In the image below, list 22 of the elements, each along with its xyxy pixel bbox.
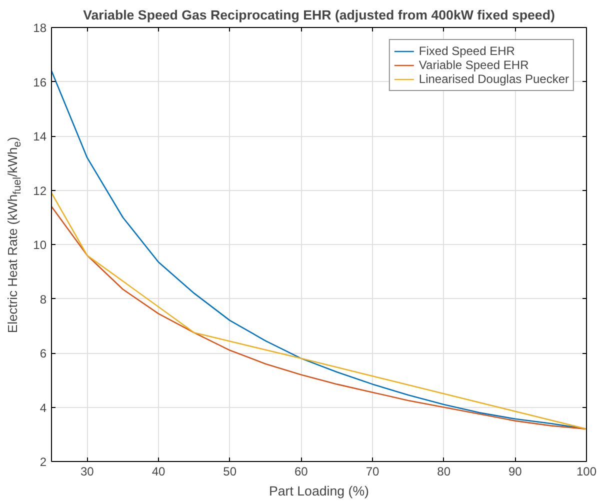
legend-label: Linearised Douglas Puecker — [418, 72, 569, 86]
y-tick-label: 18 — [33, 21, 47, 35]
x-tick-label: 60 — [294, 464, 308, 478]
y-tick-label: 2 — [40, 455, 47, 469]
y-tick-label: 4 — [40, 400, 47, 415]
x-tick-label: 50 — [223, 464, 237, 478]
y-tick-label: 12 — [33, 184, 47, 198]
chart-title: Variable Speed Gas Reciprocating EHR (adjusted from 400kW fixed speed) — [83, 8, 555, 22]
y-tick-label: 16 — [33, 75, 47, 90]
x-tick-label: 80 — [437, 464, 451, 478]
x-tick-label: 100 — [576, 464, 597, 478]
x-tick-label: 90 — [508, 464, 522, 478]
legend-label: Variable Speed EHR — [418, 58, 529, 72]
x-tick-label: 40 — [152, 464, 166, 478]
x-axis-title: Part Loading (%) — [268, 484, 370, 498]
legend-label: Fixed Speed EHR — [418, 44, 515, 58]
y-tick-label: 10 — [33, 238, 47, 252]
y-tick-label: 8 — [40, 292, 47, 306]
x-tick-label: 30 — [80, 464, 94, 478]
y-tick-label: 14 — [33, 130, 47, 144]
x-tick-label: 70 — [366, 464, 380, 478]
y-tick-label: 6 — [40, 346, 47, 360]
